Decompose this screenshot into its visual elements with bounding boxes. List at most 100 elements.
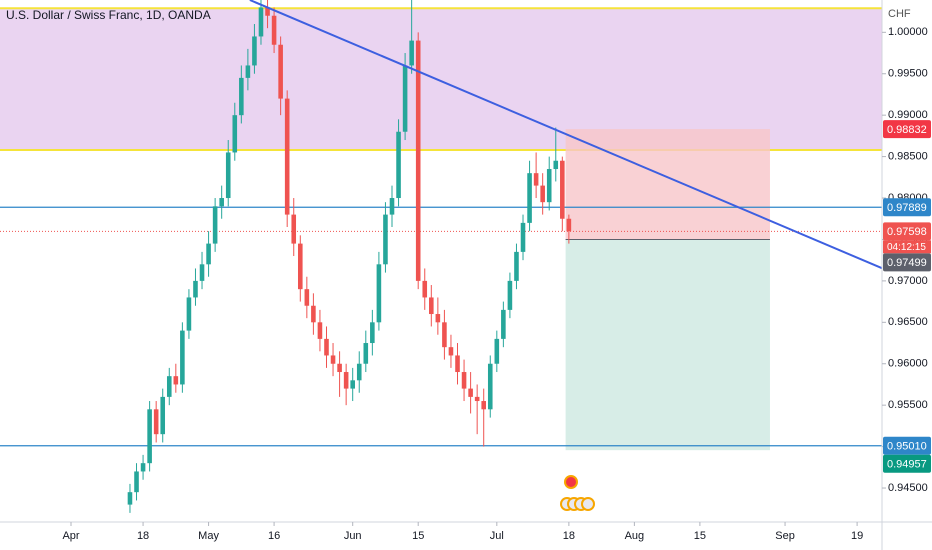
trendline	[249, 0, 883, 270]
axes: 0.945000.950000.955000.960000.965000.970…	[62, 26, 931, 542]
candle-body	[455, 355, 460, 373]
candle-body	[527, 173, 532, 223]
price-tag	[883, 222, 931, 241]
candle-body	[514, 251, 519, 281]
candle-body	[239, 77, 244, 116]
resistance-zone	[0, 8, 882, 150]
x-tick-label: Apr	[62, 530, 79, 542]
event-icons	[560, 475, 595, 511]
price-tag	[883, 198, 931, 217]
x-tick-label: 19	[851, 530, 863, 542]
x-tick-label: 18	[563, 530, 575, 542]
x-tick-label: Jun	[344, 530, 362, 542]
time-axis-bg	[0, 522, 932, 550]
event-icon[interactable]	[564, 475, 578, 489]
x-tick-label: 16	[268, 530, 280, 542]
x-tick-label: 15	[694, 530, 706, 542]
x-tick-label: 15	[412, 530, 424, 542]
x-tick-label: Aug	[625, 530, 645, 542]
candle-body	[193, 280, 198, 298]
candle-body	[232, 115, 238, 153]
y-tick-label: 0.98500	[888, 151, 928, 163]
price-tag-label: 0.98832	[887, 124, 927, 136]
candle-body	[474, 396, 480, 402]
candle-body	[212, 206, 218, 244]
candle-body	[507, 280, 513, 310]
candle-body	[186, 297, 192, 331]
candle-body	[383, 214, 388, 265]
candle-body	[422, 280, 428, 298]
candle-body	[389, 198, 395, 215]
candle-body	[153, 409, 159, 435]
candle-body	[396, 131, 401, 199]
price-tag-label: 0.95010	[887, 441, 927, 453]
price-tag	[883, 120, 931, 139]
candle-body	[160, 396, 166, 435]
candle-body	[494, 338, 500, 364]
y-tick-label: 0.95500	[888, 399, 928, 411]
candle-body	[487, 363, 493, 410]
candle-body	[206, 243, 211, 265]
candle-body	[553, 160, 559, 170]
y-tick-label: 0.96500	[888, 316, 928, 328]
candle-body	[258, 7, 264, 37]
event-icon[interactable]	[581, 497, 595, 511]
candle-body	[219, 198, 224, 207]
candle-body	[540, 185, 545, 203]
candle-body	[337, 363, 342, 373]
candle-body	[402, 65, 408, 132]
y-tick-label: 0.99000	[888, 109, 928, 121]
candle-body	[311, 305, 316, 323]
candle-body	[291, 214, 297, 244]
candle-body	[468, 388, 473, 397]
chart-title: U.S. Dollar / Swiss Franc, 1D, OANDA	[6, 8, 211, 22]
candle-body	[278, 44, 283, 99]
y-tick-label: 1.00000	[888, 26, 928, 38]
candle-body	[297, 243, 303, 290]
price-tag-label: 0.97499	[887, 257, 927, 269]
x-tick-label: Sep	[775, 530, 795, 542]
candle-body	[461, 372, 467, 389]
candle-body	[127, 492, 133, 505]
price-tag-label: 0.97889	[887, 202, 927, 214]
candle-body	[199, 264, 205, 281]
candle-body	[252, 36, 257, 66]
price-tag-label: 0.94957	[887, 459, 927, 471]
target-area	[565, 239, 770, 451]
y-tick-label: 0.94500	[888, 482, 928, 494]
candle-body	[245, 65, 251, 78]
price-tag	[883, 253, 931, 272]
candle-body	[448, 347, 454, 356]
candle-body	[166, 376, 172, 397]
candle-body	[180, 330, 185, 385]
candle-body	[409, 40, 414, 66]
candle-body	[435, 314, 441, 323]
candle-body	[304, 289, 310, 306]
candle-body	[501, 309, 506, 339]
candle-body	[429, 297, 434, 315]
y-tick-label: 0.97000	[888, 275, 928, 287]
candle-body	[363, 343, 369, 364]
candle-body	[533, 173, 539, 186]
candle-body	[265, 7, 270, 16]
countdown-label: 04:12:15	[887, 242, 926, 253]
currency-label: CHF	[888, 8, 911, 20]
x-tick-label: Jul	[490, 530, 504, 542]
stop-area	[565, 129, 770, 240]
candle-body	[147, 409, 152, 464]
y-tick-label: 0.99500	[888, 68, 928, 80]
x-tick-label: 18	[137, 530, 149, 542]
candle-body	[415, 40, 421, 281]
countdown-tag	[883, 240, 931, 254]
candle-body	[284, 98, 290, 215]
candle-body	[442, 322, 447, 348]
candle-body	[140, 463, 146, 472]
candle-body	[350, 380, 355, 389]
candle-body	[343, 372, 349, 389]
candle-body	[520, 222, 526, 252]
candle-body	[317, 322, 323, 339]
plot-area	[0, 0, 883, 513]
candle-body	[566, 218, 572, 232]
candle-body	[324, 338, 329, 356]
